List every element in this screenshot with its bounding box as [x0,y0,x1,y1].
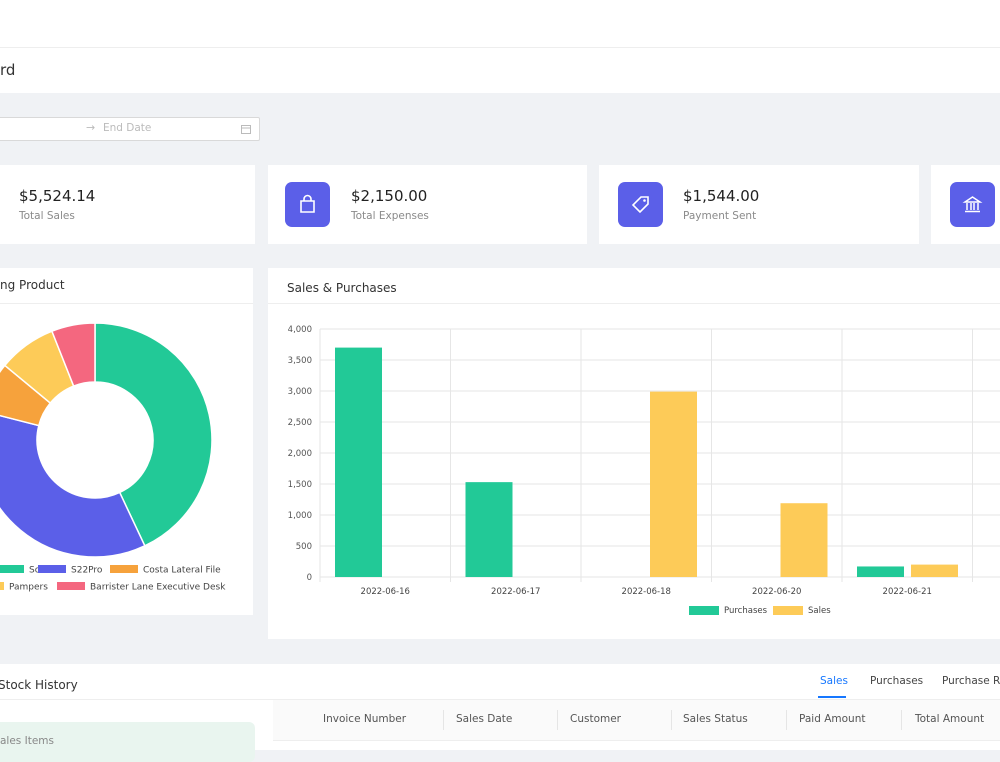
column-divider [443,710,444,730]
pie-slice [0,414,146,558]
x-tick-label: 2022-06-16 [361,587,410,597]
bar [335,347,382,577]
column-header: Customer [570,713,622,725]
card-amount: $5,524.14 [19,187,96,205]
x-tick-label: 2022-06-18 [622,587,671,597]
card-amount: $1,544.00 [683,187,760,205]
pie-slice [94,322,213,547]
bar [857,566,904,577]
column-header: Total Amount [915,713,985,725]
card-amount: $2,150.00 [351,187,428,205]
legend-swatch [689,606,719,615]
calendar-icon [241,125,251,134]
card: $2,150.00 Total Expenses [268,165,587,244]
card: $5,524.14 Total Sales [0,165,255,244]
icon [950,182,995,227]
legend-label: Barrister Lane Executive Desk [90,583,226,593]
column-header: Invoice Number [323,713,407,725]
table-header [273,700,1000,741]
panel-title: ng Product [0,278,65,292]
divider [268,303,1000,304]
y-tick-label: 0 [307,573,312,583]
card-label: Total Sales [19,210,75,222]
legend-swatch [38,565,66,573]
y-tick-label: 500 [296,542,312,552]
date-range[interactable]: → End Date [0,117,260,141]
column-header: Sales Status [683,713,748,725]
x-tick-label: 2022-06-17 [491,587,540,597]
card-label: Payment Sent [683,210,757,222]
x-tick-label: 2022-06-21 [883,587,932,597]
card: $1,544.00 Payment Sent [599,165,919,244]
top-bar [0,0,1000,48]
y-tick-label: 3,000 [288,387,312,397]
legend-swatch [0,565,24,573]
bar [650,391,697,577]
divider [0,699,1000,700]
legend-label: Sales [808,606,831,616]
card-label: Total Expenses [351,210,429,222]
side-card: ales Items [0,722,255,762]
tab[interactable]: Purchase Re [942,675,1000,687]
legend-label: Purchases [724,606,768,616]
column-divider [901,710,902,730]
icon [618,182,663,227]
legend-label: S22Pro [71,566,103,576]
panel-title: Stock History [0,678,78,692]
page-title: rd [0,61,16,79]
y-tick-label: 2,500 [288,418,312,428]
title-bar [0,48,1000,93]
y-tick-label: 1,000 [288,511,312,521]
arrow: → [86,121,96,134]
y-tick-label: 3,500 [288,356,312,366]
bar [780,503,828,577]
column-divider [557,710,558,730]
column-divider [671,710,672,730]
legend-swatch [57,582,85,590]
legend-swatch [0,582,4,590]
tab[interactable]: Sales [820,675,848,687]
column-header: Paid Amount [799,713,866,725]
legend-label: Costa Lateral File [143,566,221,576]
y-tick-label: 4,000 [288,325,312,335]
legend-swatch [110,565,138,573]
bar [911,564,958,577]
legend-swatch [773,606,803,615]
column-divider [786,710,787,730]
x-tick-label: 2022-06-20 [752,587,801,597]
icon [285,182,330,227]
y-tick-label: 1,500 [288,480,312,490]
bar [465,482,513,577]
tab[interactable]: Purchases [870,675,924,687]
panel-title: Sales & Purchases [287,281,397,295]
y-tick-label: 2,000 [288,449,312,459]
card [931,165,1000,244]
pie-slice [50,322,96,388]
column-header: Sales Date [456,713,513,725]
side-card-label: ales Items [0,735,54,747]
divider [0,303,253,304]
legend-label: Pampers [9,583,48,593]
tab-underline [818,696,846,698]
end-date-placeholder: End Date [103,122,152,134]
